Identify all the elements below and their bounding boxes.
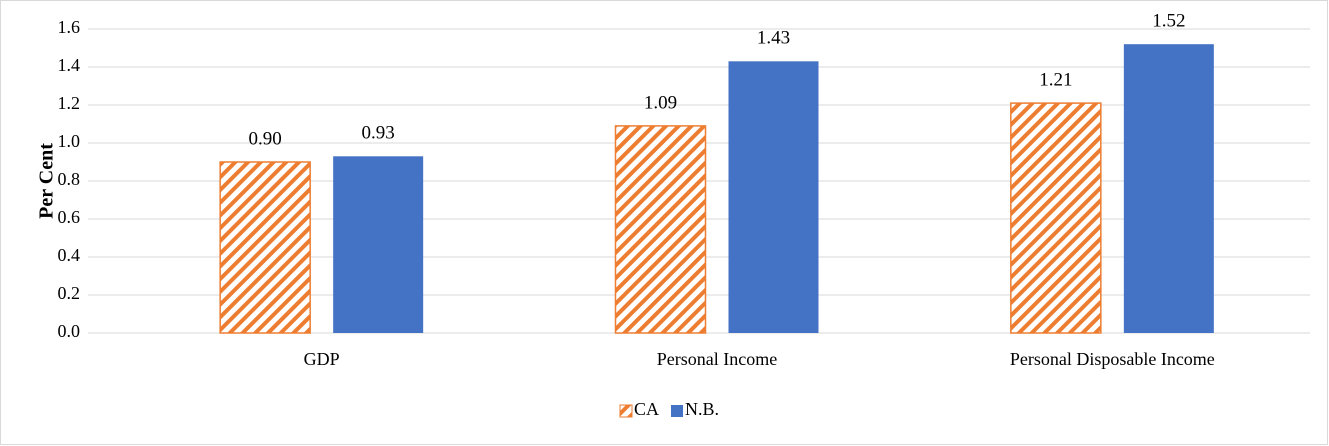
y-tick-label: 0.4 [58, 245, 81, 265]
value-label: 1.09 [644, 92, 677, 113]
bar [614, 125, 707, 334]
value-label: 0.90 [249, 128, 282, 149]
y-tick-label: 1.4 [58, 55, 81, 75]
y-tick-label: 0.2 [58, 283, 81, 303]
value-label: 0.93 [362, 123, 395, 144]
bar [333, 156, 424, 333]
bar [1010, 102, 1102, 334]
bar [219, 161, 311, 334]
value-label: 1.52 [1152, 11, 1185, 32]
legend-swatch [671, 405, 684, 417]
y-tick-label: 0.0 [58, 321, 81, 341]
value-label: 1.43 [757, 28, 790, 49]
bar [1123, 44, 1214, 333]
value-label: 1.21 [1039, 69, 1072, 90]
y-tick-label: 0.8 [58, 169, 81, 189]
x-tick-label: Personal Income [657, 349, 777, 369]
legend-label: N.B. [685, 399, 719, 419]
y-axis-title: Per Cent [36, 143, 58, 219]
bar [728, 61, 819, 334]
y-tick-label: 1.6 [58, 17, 81, 37]
legend-label: CA [634, 399, 659, 419]
y-tick-label: 0.6 [58, 207, 81, 227]
x-tick-label: Personal Disposable Income [1010, 349, 1215, 369]
x-tick-label: GDP [304, 349, 340, 369]
y-tick-label: 1.2 [58, 93, 81, 113]
legend-swatch [619, 404, 633, 418]
y-tick-label: 1.0 [58, 131, 81, 151]
